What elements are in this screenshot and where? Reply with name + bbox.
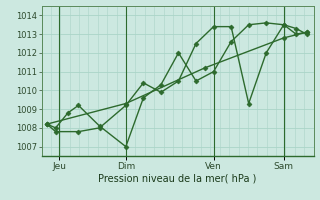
- X-axis label: Pression niveau de la mer( hPa ): Pression niveau de la mer( hPa ): [99, 173, 257, 183]
